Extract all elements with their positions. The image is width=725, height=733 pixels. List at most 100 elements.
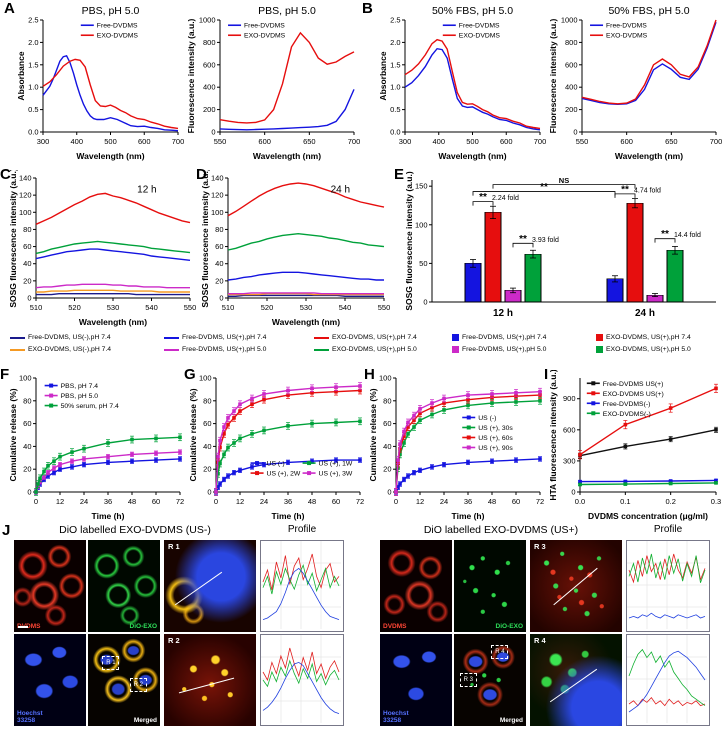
svg-text:0: 0 (394, 497, 398, 506)
legend-item: EXO-DVDMS, US(+),pH 5.0 (596, 345, 725, 355)
svg-text:530: 530 (300, 303, 313, 312)
svg-text:2.24 fold: 2.24 fold (492, 195, 519, 202)
svg-text:PBS, pH 5.0: PBS, pH 5.0 (82, 5, 140, 17)
svg-text:400: 400 (70, 137, 83, 146)
legend-item: Free-DVDMS, US(-),pH 7.4 (10, 333, 160, 343)
svg-text:60: 60 (215, 242, 223, 251)
svg-text:80: 80 (23, 225, 31, 234)
svg-text:600: 600 (203, 60, 216, 69)
legend-item: Free-DVDMS, US(+),pH 7.4 (452, 333, 592, 343)
chart-sosg-bars: 0 50 100 150 SOSG fluorescence intensity (a.… (404, 170, 722, 328)
svg-text:36: 36 (464, 497, 472, 506)
svg-text:Wavelength (nm): Wavelength (nm) (438, 151, 506, 161)
svg-text:24: 24 (80, 497, 88, 506)
svg-text:12 h: 12 h (493, 308, 513, 319)
intensity-profile-r3 (626, 540, 710, 632)
svg-text:12: 12 (236, 497, 244, 506)
svg-text:100: 100 (19, 374, 32, 383)
svg-text:140: 140 (211, 174, 224, 183)
profile-column-us-plus (626, 540, 710, 726)
svg-text:700: 700 (348, 137, 360, 146)
svg-text:EXO-DVDMS: EXO-DVDMS (244, 33, 286, 40)
svg-text:Free-DVDMS US(+): Free-DVDMS US(+) (603, 381, 664, 388)
svg-text:100: 100 (211, 208, 224, 217)
svg-text:300: 300 (37, 137, 50, 146)
micro-label-dvdms: DVDMS (383, 622, 407, 630)
svg-text:650: 650 (303, 137, 316, 146)
svg-text:700: 700 (172, 137, 184, 146)
svg-text:50: 50 (419, 259, 427, 268)
svg-text:12 h: 12 h (137, 184, 156, 195)
svg-text:EXO-DVDMS: EXO-DVDMS (606, 33, 648, 40)
svg-text:US (+), 3W: US (+), 3W (319, 471, 353, 478)
chart-release-duration: 0 12 24 36 48 60 72 0 20 40 60 80 100 Time (h) Cumulat… (368, 370, 546, 522)
svg-text:US (+), 2W: US (+), 2W (267, 471, 301, 478)
svg-text:50% FBS, pH 5.0: 50% FBS, pH 5.0 (432, 5, 513, 17)
svg-text:PBS, pH 5.0: PBS, pH 5.0 (258, 5, 316, 17)
svg-text:12: 12 (56, 497, 64, 506)
svg-text:0.1: 0.1 (620, 497, 630, 506)
svg-text:72: 72 (176, 497, 184, 506)
svg-text:Wavelength (nm): Wavelength (nm) (79, 317, 147, 327)
profile-probe-line (549, 668, 597, 702)
zoom-label-r3: R 3 (534, 542, 546, 551)
panel-label-h: H (364, 366, 375, 383)
svg-text:600: 600 (258, 137, 271, 146)
svg-text:520: 520 (261, 303, 274, 312)
svg-text:2.0: 2.0 (390, 38, 400, 47)
svg-text:Free-DVDMS: Free-DVDMS (244, 23, 285, 30)
intensity-profile-r4 (626, 634, 710, 726)
scale-bar (18, 626, 28, 628)
svg-text:Time (h): Time (h) (92, 511, 125, 521)
svg-text:80: 80 (215, 225, 223, 234)
svg-text:650: 650 (665, 137, 678, 146)
legend-line-swatch (10, 336, 25, 339)
svg-text:550: 550 (378, 303, 390, 312)
panel-label-g: G (184, 366, 196, 383)
svg-text:EXO-DVDMS: EXO-DVDMS (97, 33, 139, 40)
svg-text:48: 48 (128, 497, 136, 506)
svg-text:1000: 1000 (561, 16, 578, 25)
svg-text:540: 540 (145, 303, 158, 312)
svg-text:72: 72 (356, 497, 364, 506)
legend-line-swatch (314, 336, 329, 339)
svg-text:3.93 fold: 3.93 fold (532, 237, 559, 244)
svg-text:SOSG fluorescence intensity (a: SOSG fluorescence intensity (a.u.) (404, 171, 414, 311)
micro-label-hoechst: Hoechst 33258 (17, 709, 43, 724)
svg-text:Cumulative release (%): Cumulative release (%) (8, 388, 18, 481)
svg-text:150: 150 (415, 182, 428, 191)
svg-text:PBS, pH 5.0: PBS, pH 5.0 (61, 393, 99, 400)
profile-probe-line (178, 677, 234, 693)
panel-label-c: C (0, 166, 11, 183)
svg-text:600: 600 (138, 137, 151, 146)
chart-hta-fluorescence: 0.0 0.1 0.2 0.3 0 300 600 900 DVDMS concentratio… (548, 370, 722, 522)
svg-text:SOSG fluorescence intensity (a: SOSG fluorescence intensity (a.u.) (200, 170, 210, 308)
legend-label: Free-DVDMS, US(+),pH 5.0 (182, 345, 267, 353)
micro-dvdms-us-minus: DVDMS (14, 540, 86, 632)
micro-label-dio-exo: DiO-EXO (495, 622, 523, 630)
svg-text:40: 40 (23, 259, 31, 268)
svg-text:50% FBS, pH 5.0: 50% FBS, pH 5.0 (608, 5, 689, 17)
micro-dvdms-us-plus: DVDMS (380, 540, 452, 632)
svg-text:48: 48 (488, 497, 496, 506)
micro-label-dvdms: DVDMS (17, 622, 41, 630)
micro-hoechst-us-minus: Hoechst 33258 (14, 634, 86, 726)
svg-text:24 h: 24 h (331, 184, 350, 195)
svg-text:EXO-DVDMS(-): EXO-DVDMS(-) (603, 411, 651, 418)
svg-text:0.5: 0.5 (390, 105, 400, 114)
roi-box-r4: R 4 (491, 645, 509, 660)
svg-text:100: 100 (415, 220, 428, 229)
svg-text:12: 12 (416, 497, 424, 506)
legend-label: Free-DVDMS, US(-),pH 7.4 (28, 334, 111, 341)
svg-text:Free-DVDMS: Free-DVDMS (606, 23, 647, 30)
legend-line-swatch (314, 348, 329, 351)
legend-line-swatch (10, 348, 25, 351)
svg-text:700: 700 (710, 137, 722, 146)
profile-probe-line (552, 567, 598, 606)
roi-box-r2: R 2 (129, 678, 147, 693)
chart-absorbance-fbs: 50% FBS, pH 5.0 300 400 500 600 700 0.0 0.5 1.0 1… (378, 4, 546, 162)
svg-text:800: 800 (565, 38, 578, 47)
svg-text:20: 20 (383, 465, 391, 474)
chart-fluorescence-pbs: PBS, pH 5.0 550 600 650 700 0 200 400 600 800 1000… (186, 4, 360, 162)
